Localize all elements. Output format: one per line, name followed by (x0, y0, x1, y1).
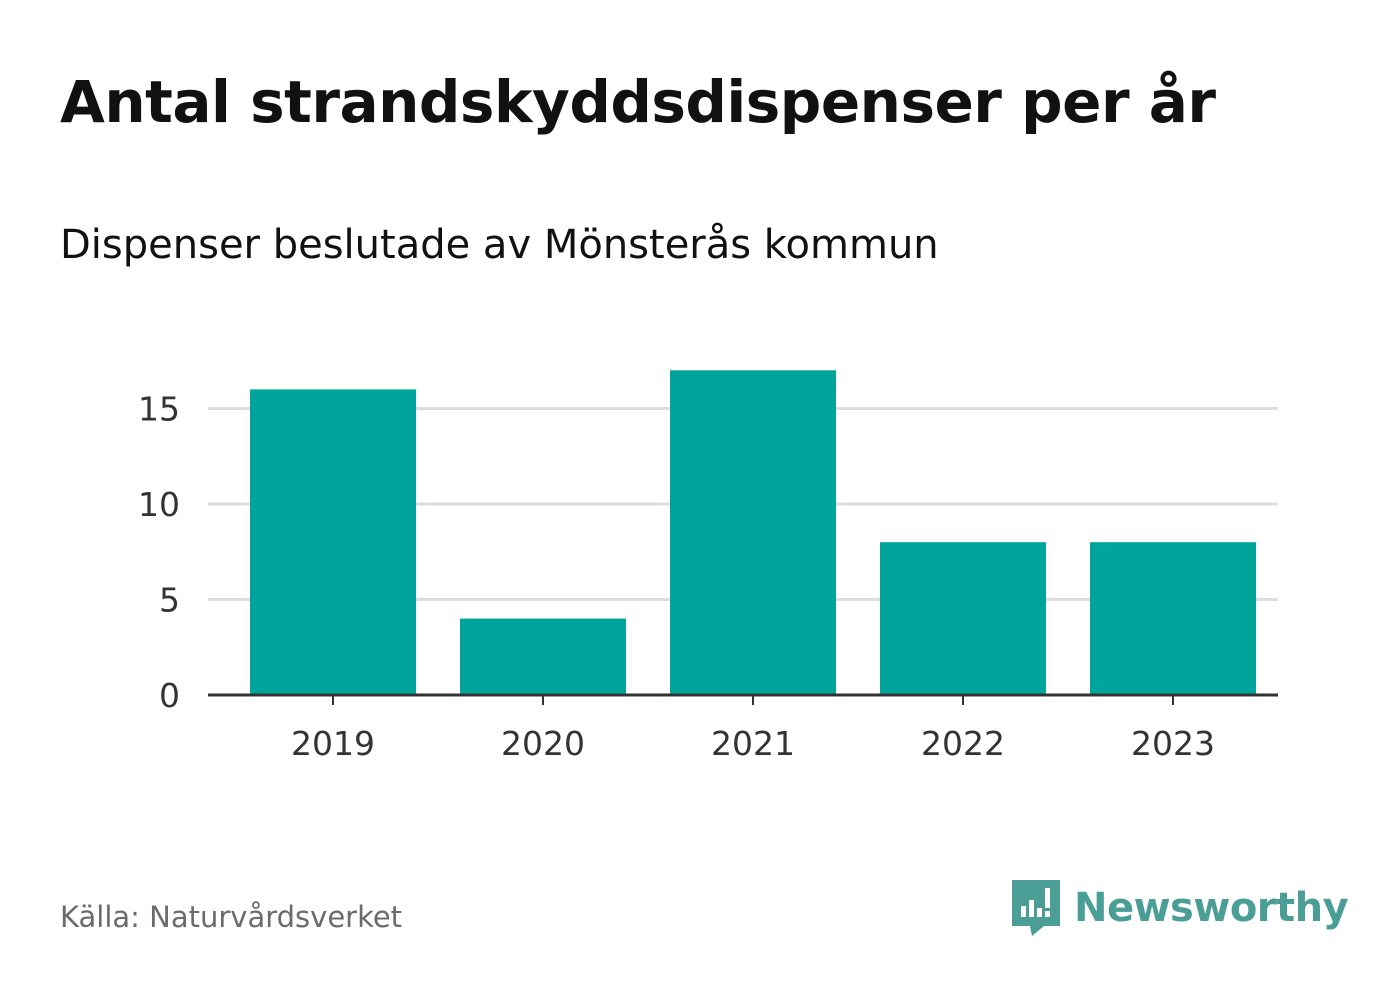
chart-title: Antal strandskyddsdispenser per år (60, 68, 1216, 136)
bar-2021 (670, 370, 836, 695)
chart-subtitle: Dispenser beslutade av Mönsterås kommun (60, 222, 939, 268)
bar-2019 (250, 389, 416, 695)
bar-2022 (880, 542, 1046, 695)
brand-name: Newsworthy (1074, 885, 1349, 931)
y-tick-label: 15 (138, 390, 180, 429)
x-tick-label: 2021 (711, 724, 795, 763)
bar-2023 (1090, 542, 1256, 695)
x-tick-label: 2022 (921, 724, 1005, 763)
y-tick-label: 0 (159, 676, 180, 715)
brand-logo: Newsworthy (1010, 878, 1349, 938)
source-note: Källa: Naturvårdsverket (60, 900, 403, 934)
y-tick-label: 10 (138, 485, 180, 524)
x-tick-label: 2023 (1131, 724, 1215, 763)
y-tick-label: 5 (159, 581, 180, 620)
x-tick-label: 2019 (291, 724, 375, 763)
x-tick-label: 2020 (501, 724, 585, 763)
bar-2020 (460, 618, 626, 695)
newsworthy-logo-icon (1012, 880, 1060, 936)
